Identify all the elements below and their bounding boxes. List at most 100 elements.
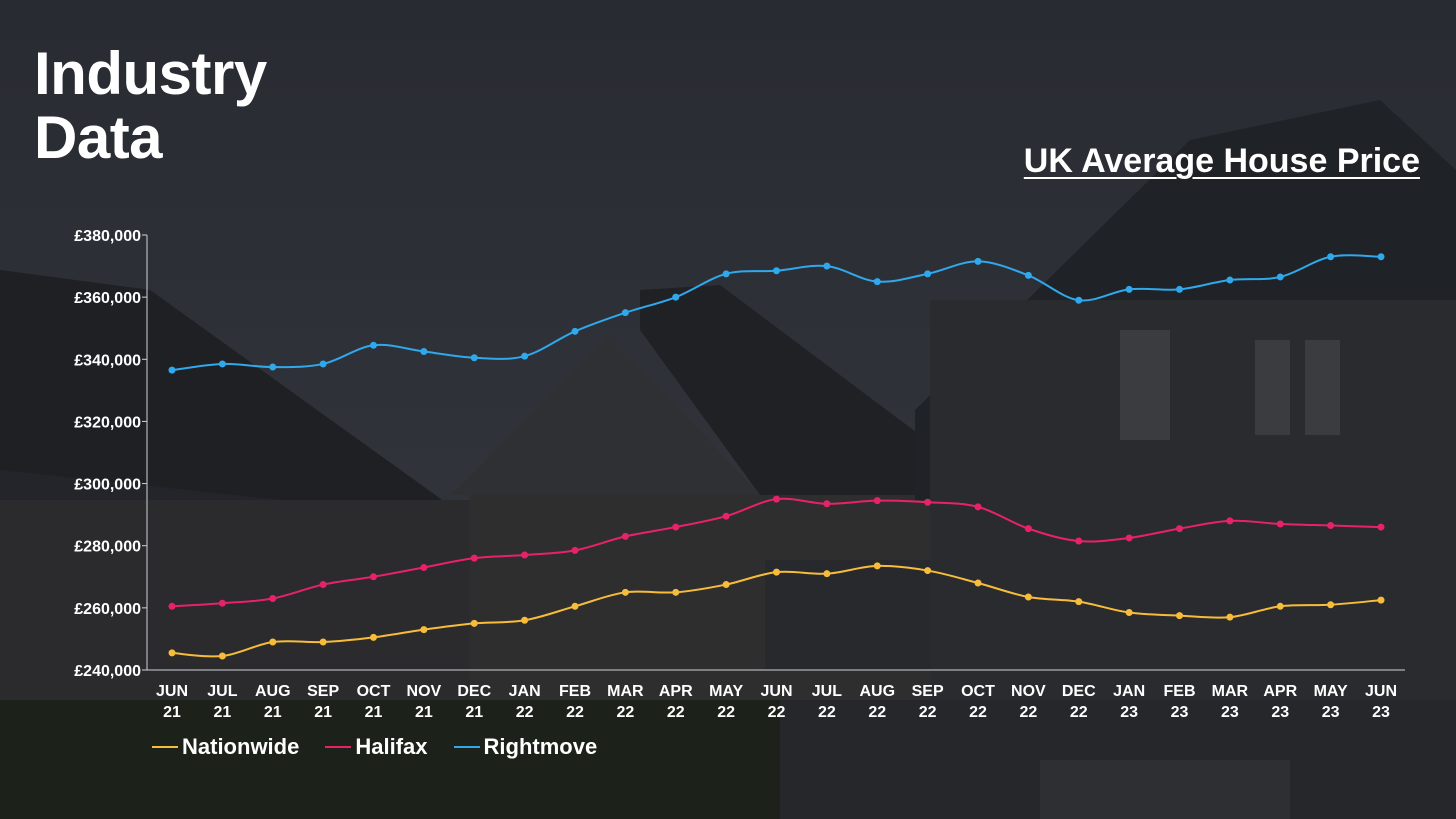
legend-label-nationwide: Nationwide: [182, 734, 300, 759]
legend-label-halifax: Halifax: [355, 734, 428, 759]
data-point-nationwide: [621, 588, 629, 596]
data-point-halifax: [621, 532, 629, 540]
x-tick-label-year: 22: [919, 704, 937, 721]
data-point-rightmove: [1327, 253, 1335, 261]
x-tick-label-year: 23: [1271, 704, 1289, 721]
data-point-halifax: [521, 551, 529, 559]
legend-item-nationwide: Nationwide: [152, 734, 299, 760]
data-point-halifax: [1075, 537, 1083, 545]
data-point-rightmove: [1276, 273, 1284, 281]
x-tick-label-year: 21: [163, 704, 181, 721]
data-point-nationwide: [1327, 601, 1335, 609]
data-point-nationwide: [1176, 612, 1183, 620]
data-point-nationwide: [1125, 609, 1133, 617]
x-tick-label-year: 21: [365, 704, 383, 721]
data-point-nationwide: [823, 570, 831, 578]
chart-title: UK Average House Price: [1023, 142, 1420, 180]
data-point-nationwide: [672, 588, 680, 596]
data-point-halifax: [1176, 525, 1183, 533]
y-tick-label: £320,000: [74, 414, 141, 431]
x-tick-label-month: SEP: [912, 683, 944, 700]
page-title-line2: Data: [34, 104, 163, 171]
data-point-nationwide: [319, 638, 327, 646]
data-point-rightmove: [1176, 285, 1183, 293]
data-point-halifax: [1377, 523, 1385, 531]
data-point-nationwide: [470, 619, 478, 627]
legend-swatch-rightmove: [453, 746, 480, 748]
data-point-rightmove: [1075, 296, 1083, 304]
data-point-nationwide: [974, 579, 982, 587]
data-point-rightmove: [773, 267, 780, 275]
data-point-rightmove: [470, 354, 478, 362]
x-tick-label-year: 22: [717, 704, 735, 721]
data-point-halifax: [1226, 517, 1234, 525]
data-point-halifax: [873, 497, 881, 505]
data-point-rightmove: [1125, 285, 1133, 293]
data-point-rightmove: [571, 327, 579, 335]
legend-item-halifax: Halifax: [325, 734, 428, 760]
x-tick-label-month: JUN: [156, 683, 188, 700]
data-point-nationwide: [370, 633, 377, 641]
y-tick-label: £360,000: [74, 290, 141, 307]
y-tick-label: £260,000: [74, 601, 141, 618]
data-point-rightmove: [420, 348, 428, 356]
data-point-nationwide: [168, 649, 176, 657]
data-point-nationwide: [1024, 593, 1032, 601]
data-point-rightmove: [1377, 253, 1385, 261]
data-point-rightmove: [621, 309, 629, 317]
data-point-halifax: [722, 512, 730, 520]
x-tick-label-year: 21: [314, 704, 332, 721]
data-point-rightmove: [218, 360, 226, 368]
data-point-halifax: [571, 546, 579, 554]
x-tick-label-month: NOV: [1011, 683, 1046, 700]
data-point-halifax: [1024, 525, 1032, 533]
data-point-rightmove: [1024, 271, 1032, 279]
data-point-halifax: [218, 599, 226, 607]
x-tick-label-month: APR: [1263, 683, 1297, 700]
series-line-halifax: [171, 497, 1382, 608]
data-point-rightmove: [672, 293, 680, 301]
y-tick-label: £300,000: [74, 477, 141, 494]
x-tick-label-month: DEC: [457, 683, 491, 700]
x-tick-label-month: JUL: [812, 683, 842, 700]
x-tick-label-month: JAN: [1113, 683, 1145, 700]
data-point-halifax: [974, 503, 982, 511]
x-tick-label-year: 22: [818, 704, 836, 721]
data-point-nationwide: [571, 602, 579, 610]
x-tick-label-month: MAY: [709, 683, 743, 700]
x-tick-label-month: FEB: [559, 683, 591, 700]
y-tick-label: £240,000: [74, 663, 141, 680]
legend-label-rightmove: Rightmove: [483, 734, 598, 759]
x-tick-label-year: 23: [1221, 704, 1239, 721]
x-tick-label-month: JAN: [509, 683, 541, 700]
data-point-halifax: [924, 498, 932, 506]
data-point-rightmove: [974, 257, 982, 265]
data-point-nationwide: [924, 567, 932, 575]
y-tick-label: £280,000: [74, 539, 141, 556]
data-point-rightmove: [319, 360, 327, 368]
data-point-halifax: [470, 554, 478, 562]
x-tick-label-year: 22: [566, 704, 584, 721]
legend-swatch-nationwide: [152, 746, 178, 748]
data-point-nationwide: [420, 626, 428, 634]
data-point-nationwide: [1377, 596, 1385, 604]
x-tick-label-month: JUL: [207, 683, 237, 700]
x-tick-label-year: 23: [1372, 704, 1390, 721]
page-title-line1: Industry: [34, 40, 267, 107]
data-point-rightmove: [924, 270, 932, 278]
x-tick-label-year: 21: [465, 704, 483, 721]
x-tick-label-year: 22: [667, 704, 685, 721]
chart-legend: Nationwide Halifax Rightmove: [152, 734, 597, 760]
data-point-halifax: [773, 495, 780, 503]
data-point-rightmove: [823, 262, 831, 270]
x-tick-label-year: 23: [1322, 704, 1340, 721]
data-point-halifax: [823, 500, 831, 508]
data-point-halifax: [1327, 522, 1335, 530]
data-point-nationwide: [1276, 602, 1284, 610]
data-point-nationwide: [218, 652, 226, 660]
data-point-nationwide: [722, 581, 730, 589]
page-title: Industry Data: [34, 42, 394, 170]
data-point-nationwide: [269, 638, 277, 646]
x-tick-label-month: AUG: [255, 683, 291, 700]
x-tick-label-month: APR: [659, 683, 693, 700]
